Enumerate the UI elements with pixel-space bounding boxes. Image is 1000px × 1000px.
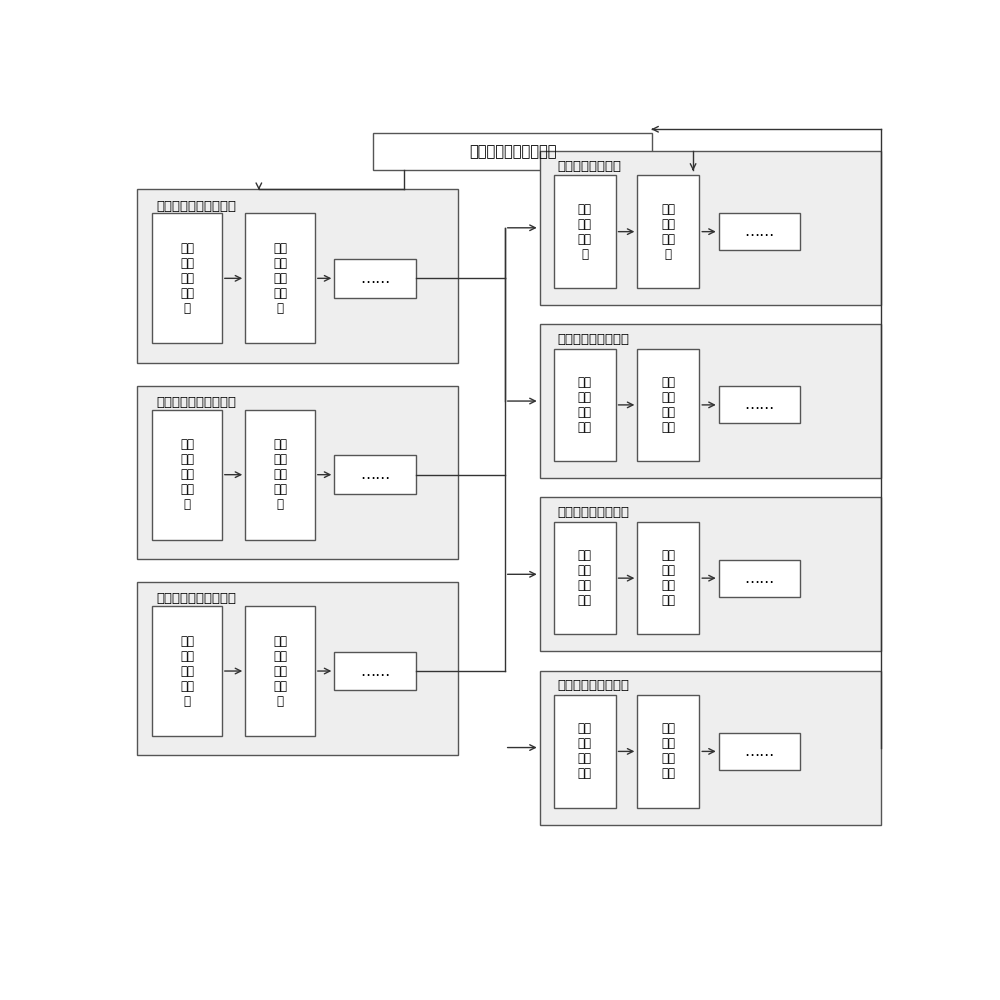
Text: ……: …… <box>360 664 390 679</box>
Text: 网络
读任
务上
下文: 网络 读任 务上 下文 <box>661 549 675 607</box>
Bar <box>137 386 458 559</box>
Bar <box>137 582 458 755</box>
Bar <box>540 151 881 305</box>
Bar <box>554 522 616 634</box>
Text: ……: …… <box>744 397 774 412</box>
Bar <box>540 497 881 651</box>
Text: ……: …… <box>744 744 774 759</box>
Text: 高优先级任务执行队列: 高优先级任务执行队列 <box>156 200 236 213</box>
Bar <box>152 213 222 343</box>
Text: 高优
先级
任务
上下
文: 高优 先级 任务 上下 文 <box>273 242 287 315</box>
Text: ……: …… <box>360 271 390 286</box>
Bar <box>719 560 800 597</box>
Bar <box>334 652 416 690</box>
Bar <box>637 175 699 288</box>
Text: 定时
器任
务上
下文: 定时 器任 务上 下文 <box>578 376 592 434</box>
Text: 网络
写任
务上
下文: 网络 写任 务上 下文 <box>578 722 592 780</box>
Bar <box>719 213 800 250</box>
Bar <box>245 410 315 540</box>
Text: 网络
写任
务上
下文: 网络 写任 务上 下文 <box>661 722 675 780</box>
Bar <box>554 349 616 461</box>
Bar <box>719 733 800 770</box>
Bar <box>373 133 652 170</box>
Text: 定时器任务等待队列: 定时器任务等待队列 <box>557 333 629 346</box>
Text: ……: …… <box>360 467 390 482</box>
Bar <box>137 189 458 363</box>
Bar <box>334 259 416 298</box>
Text: 网络读任务等待队列: 网络读任务等待队列 <box>557 506 629 519</box>
Bar <box>334 455 416 494</box>
Text: 主要任务管理数据结构: 主要任务管理数据结构 <box>469 144 556 159</box>
Text: 中优先级任务执行队列: 中优先级任务执行队列 <box>156 396 236 409</box>
Text: 网络
读任
务上
下文: 网络 读任 务上 下文 <box>578 549 592 607</box>
Bar <box>152 606 222 736</box>
Bar <box>719 386 800 423</box>
Text: 网络写任务等待队列: 网络写任务等待队列 <box>557 679 629 692</box>
Bar <box>245 213 315 343</box>
Text: 低优
先级
任务
上下
文: 低优 先级 任务 上下 文 <box>180 635 194 708</box>
Bar <box>540 671 881 825</box>
Text: 高优
先级
任务
上下
文: 高优 先级 任务 上下 文 <box>180 242 194 315</box>
Bar <box>152 410 222 540</box>
Text: 事件
任务
上下
文: 事件 任务 上下 文 <box>661 203 675 261</box>
Bar <box>245 606 315 736</box>
Bar <box>637 695 699 808</box>
Text: 事件任务等待队列: 事件任务等待队列 <box>557 160 621 173</box>
Text: 中优
先级
任务
上下
文: 中优 先级 任务 上下 文 <box>273 438 287 511</box>
Bar <box>637 522 699 634</box>
Bar <box>554 695 616 808</box>
Text: 低优
先级
任务
上下
文: 低优 先级 任务 上下 文 <box>273 635 287 708</box>
Text: ……: …… <box>744 224 774 239</box>
Bar <box>540 324 881 478</box>
Bar <box>554 175 616 288</box>
Text: 事件
任务
上下
文: 事件 任务 上下 文 <box>578 203 592 261</box>
Text: 定时
器任
务上
下文: 定时 器任 务上 下文 <box>661 376 675 434</box>
Text: 低优先级任务执行队列: 低优先级任务执行队列 <box>156 592 236 605</box>
Text: 中优
先级
任务
上下
文: 中优 先级 任务 上下 文 <box>180 438 194 511</box>
Text: ……: …… <box>744 571 774 586</box>
Bar <box>637 349 699 461</box>
